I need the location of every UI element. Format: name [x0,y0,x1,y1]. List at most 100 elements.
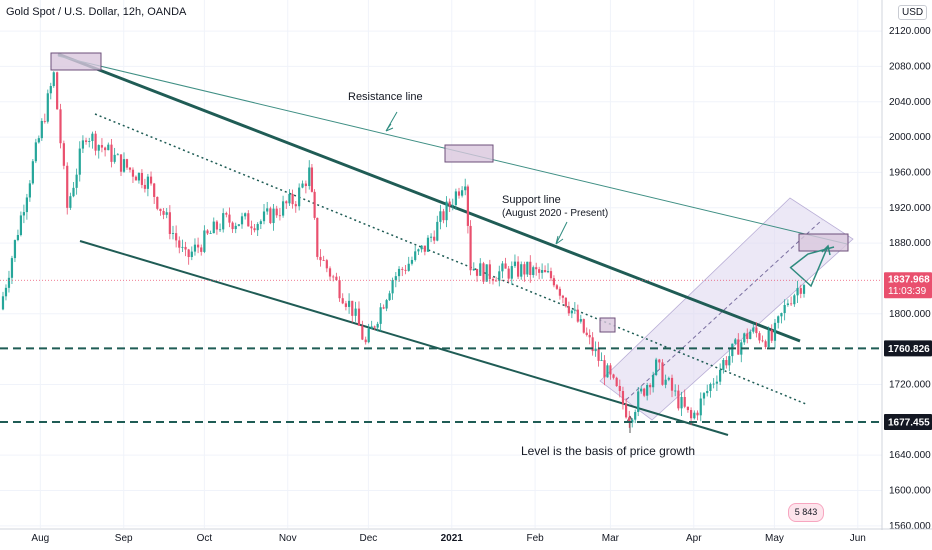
candle [310,163,314,193]
time-tick-label: Jun [850,533,866,544]
candle-body [84,140,88,142]
candle-body [612,374,615,378]
candle-body [655,359,658,375]
candle-body [266,208,269,212]
candle-body [146,176,149,189]
candle [4,284,8,301]
candle [91,131,94,149]
candle-body [439,211,442,222]
candle-body [215,221,219,230]
candle [281,195,285,218]
candle [325,258,328,273]
candle-body [322,260,325,261]
candle [767,326,770,349]
candle [134,175,138,181]
candle [240,212,244,229]
time-tick-label: Apr [686,533,702,544]
candle-body [200,247,203,252]
candle-body [110,144,113,162]
time-tick-label: 2021 [441,533,464,544]
candle-body [693,412,696,419]
candle [351,300,354,323]
candle [379,303,382,332]
lower-channel-line [79,240,729,436]
candle [725,356,728,369]
candle [187,248,190,265]
candle-body [94,133,97,151]
candle-body [91,133,94,142]
candle [457,187,461,199]
price-tick-label: 2080.000 [889,61,931,72]
price-tick-label: 1960.000 [889,167,931,178]
candle [693,410,696,420]
currency-selector[interactable]: USD [898,5,928,20]
candle [113,147,116,164]
candle [469,220,472,276]
candle [262,203,266,225]
candle-body [165,212,168,215]
notification-badge[interactable]: 5 843 [788,503,824,522]
candle [301,180,304,189]
pivot-box [599,317,616,333]
candle [237,224,240,227]
candle-body [513,261,517,267]
candle-body [549,271,553,279]
price-tick-label: 1720.000 [889,379,931,390]
candle-body [153,183,156,197]
candle [69,192,72,210]
candle-body [332,276,335,278]
support-label: Support line [502,194,561,206]
candle-body [466,186,469,226]
candle-body [719,369,722,382]
candle [655,357,658,377]
candle-body [285,201,288,204]
candle-body [10,258,14,278]
candle-body [709,384,712,391]
candle [78,141,81,182]
candle-body [351,300,354,316]
candle [417,248,420,255]
candle [523,261,526,282]
candle-body [97,145,100,151]
candle-body [7,277,11,288]
candle-body [269,208,272,224]
candle [206,229,209,236]
candle [709,382,712,398]
candle-body [634,411,637,420]
candle-body [100,145,104,148]
candle-body [646,384,649,396]
candle [165,208,168,219]
candle-body [240,216,244,225]
candle [143,178,147,193]
candle [37,135,40,144]
candle-body [34,142,37,162]
candle [737,333,740,355]
candle [328,266,332,281]
candle-body [278,215,282,217]
candle-body [699,398,702,416]
candle-body [149,176,153,184]
channel-fill [599,197,854,421]
candle [749,329,752,340]
candles [1,71,806,428]
grid [0,0,882,528]
candle [786,299,789,307]
level-lower-tag-bg [884,414,932,431]
candle [218,223,222,232]
horizontal-levels [0,279,882,424]
candle-body [397,268,401,277]
candle [495,276,498,282]
candle [731,343,734,363]
candle [719,363,722,386]
price-tick-label: 1600.000 [889,485,931,496]
candle-body [272,208,275,224]
candle-body [783,304,786,314]
candle-body [460,190,464,196]
candle [802,283,806,298]
candle [558,286,562,300]
candle-body [119,154,123,172]
candle [119,154,123,176]
candle-body [472,268,475,271]
candle-body [294,204,297,207]
